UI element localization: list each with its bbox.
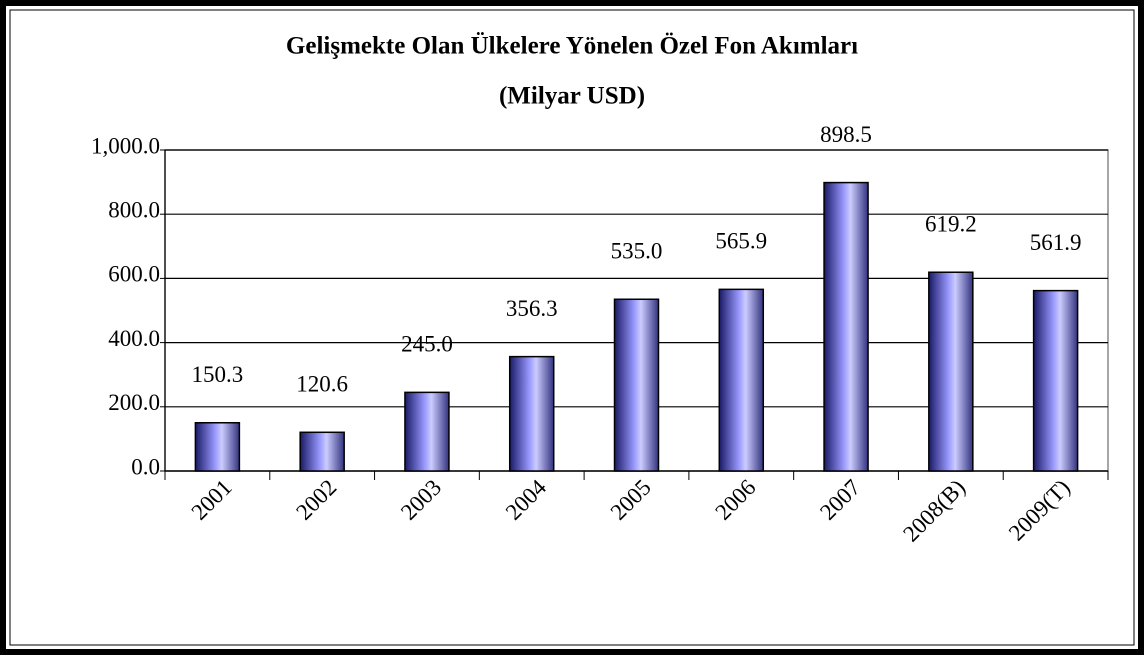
- x-tick-label: 2008(B): [898, 475, 970, 547]
- inner-frame: [9, 9, 1135, 646]
- y-tick-label: 200.0: [108, 390, 160, 415]
- x-tick-label: 2003: [396, 475, 446, 525]
- x-tick-label: 2004: [501, 474, 552, 525]
- bar: [613, 298, 660, 472]
- x-tick-label: 2009(T): [1004, 475, 1075, 546]
- bar: [823, 181, 869, 472]
- x-tick-label: 2002: [291, 475, 341, 525]
- data-label: 535.0: [611, 239, 663, 264]
- data-label: 356.3: [506, 296, 558, 321]
- bar: [1032, 289, 1079, 472]
- y-tick-label: 1,000.0: [91, 133, 160, 158]
- bar: [508, 355, 555, 472]
- data-label: 120.6: [296, 372, 348, 397]
- data-label: 565.9: [715, 229, 767, 254]
- bar: [299, 431, 345, 472]
- data-label: 561.9: [1030, 230, 1082, 255]
- y-tick-label: 400.0: [108, 326, 160, 351]
- chart-title: Gelişmekte Olan Ülkelere Yönelen Özel Fo…: [286, 33, 858, 60]
- data-label: 898.5: [820, 122, 872, 147]
- data-label: 619.2: [925, 212, 977, 237]
- x-tick-label: 2001: [186, 475, 236, 525]
- bar: [928, 271, 974, 472]
- data-label: 150.3: [192, 362, 244, 387]
- chart-subtitle: (Milyar USD): [499, 83, 645, 110]
- data-label: 245.0: [401, 332, 453, 357]
- x-tick-label: 2006: [710, 475, 760, 525]
- x-tick-label: 2005: [606, 475, 656, 525]
- y-tick-label: 600.0: [108, 262, 160, 287]
- y-tick-label: 0.0: [131, 454, 160, 479]
- bar: [718, 288, 765, 472]
- y-tick-label: 800.0: [108, 197, 160, 222]
- x-tick-label: 2007: [815, 475, 865, 525]
- bar: [404, 391, 450, 472]
- bar: [194, 422, 241, 472]
